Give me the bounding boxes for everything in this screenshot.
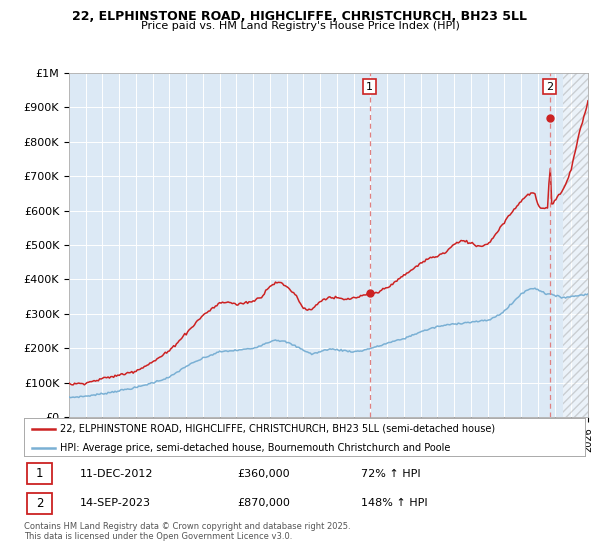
Text: 22, ELPHINSTONE ROAD, HIGHCLIFFE, CHRISTCHURCH, BH23 5LL: 22, ELPHINSTONE ROAD, HIGHCLIFFE, CHRIST… <box>73 10 527 23</box>
Text: Price paid vs. HM Land Registry's House Price Index (HPI): Price paid vs. HM Land Registry's House … <box>140 21 460 31</box>
Text: 11-DEC-2012: 11-DEC-2012 <box>80 469 154 479</box>
Text: 1: 1 <box>35 468 43 480</box>
Text: HPI: Average price, semi-detached house, Bournemouth Christchurch and Poole: HPI: Average price, semi-detached house,… <box>61 443 451 453</box>
Text: 22, ELPHINSTONE ROAD, HIGHCLIFFE, CHRISTCHURCH, BH23 5LL (semi-detached house): 22, ELPHINSTONE ROAD, HIGHCLIFFE, CHRIST… <box>61 424 496 434</box>
Text: £360,000: £360,000 <box>237 469 290 479</box>
Text: 148% ↑ HPI: 148% ↑ HPI <box>361 498 427 508</box>
Bar <box>563 73 588 417</box>
Bar <box>563 73 588 417</box>
Text: 14-SEP-2023: 14-SEP-2023 <box>80 498 151 508</box>
Text: 1: 1 <box>366 82 373 92</box>
Text: £870,000: £870,000 <box>237 498 290 508</box>
Bar <box>27 463 52 484</box>
Text: 2: 2 <box>546 82 553 92</box>
Text: 72% ↑ HPI: 72% ↑ HPI <box>361 469 420 479</box>
Text: Contains HM Land Registry data © Crown copyright and database right 2025.
This d: Contains HM Land Registry data © Crown c… <box>24 522 350 542</box>
Bar <box>27 493 52 514</box>
Text: 2: 2 <box>35 497 43 510</box>
